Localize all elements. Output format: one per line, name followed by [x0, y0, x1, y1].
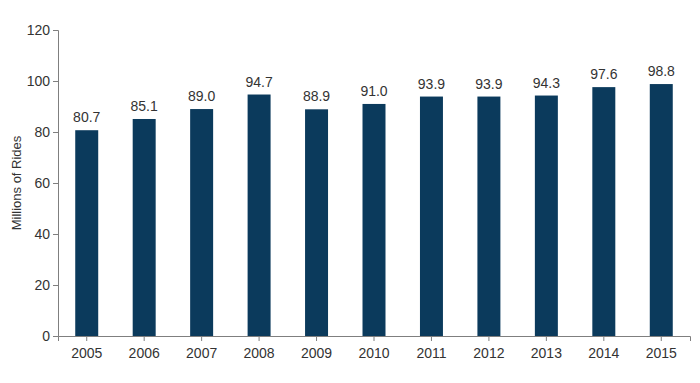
y-tick-label: 40 — [34, 226, 50, 242]
y-axis-line — [53, 31, 59, 337]
x-tick-label: 2011 — [416, 345, 446, 361]
x-tick-label: 2012 — [473, 345, 504, 361]
x-tick-label: 2005 — [71, 345, 102, 361]
y-tick-label: 120 — [27, 22, 51, 38]
data-label: 80.7 — [73, 109, 100, 125]
y-axis: 0 20 40 60 80 100 120 — [27, 22, 59, 344]
y-tick-mark — [53, 81, 58, 82]
x-tick: 2008 — [244, 336, 275, 361]
x-tick-mark — [488, 336, 489, 341]
x-tick-mark — [201, 336, 202, 341]
bars — [75, 84, 673, 336]
bar — [133, 119, 156, 336]
y-tick: 40 — [34, 226, 58, 242]
x-tick-mark — [144, 336, 145, 341]
y-tick: 120 — [27, 22, 58, 38]
x-tick-label: 2010 — [358, 345, 389, 361]
x-tick-mark — [661, 336, 662, 341]
x-tick-label: 2009 — [301, 345, 332, 361]
y-tick-label: 80 — [34, 124, 50, 140]
x-tick-label: 2013 — [531, 345, 562, 361]
data-label: 97.6 — [590, 66, 617, 82]
data-label: 89.0 — [188, 88, 215, 104]
data-label: 93.9 — [475, 76, 502, 92]
y-axis-title: Millions of Rides — [9, 135, 24, 230]
bar — [363, 104, 386, 336]
data-label: 98.8 — [648, 63, 675, 79]
bar — [305, 109, 328, 336]
x-tick: 2010 — [358, 336, 389, 361]
x-tick: 2009 — [301, 336, 332, 361]
x-tick: 2011 — [416, 336, 446, 361]
data-label: 94.7 — [245, 74, 272, 90]
bar — [420, 97, 443, 336]
x-tick-label: 2008 — [244, 345, 275, 361]
bar — [650, 84, 673, 336]
bar — [592, 87, 615, 336]
x-tick: 2012 — [473, 336, 504, 361]
x-axis-line — [59, 337, 691, 342]
y-tick-mark — [53, 234, 58, 235]
x-axis: 2005 2006 2007 2008 2009 2010 2011 2012 2013 2014… — [59, 336, 691, 361]
y-tick-label: 0 — [42, 328, 50, 344]
x-tick-mark — [546, 336, 547, 341]
x-tick-mark — [259, 336, 260, 341]
x-tick-label: 2014 — [588, 345, 619, 361]
bar — [535, 96, 558, 336]
x-tick-label: 2015 — [646, 345, 677, 361]
y-tick-mark — [53, 285, 58, 286]
y-tick-mark — [53, 30, 58, 31]
bar — [75, 130, 98, 336]
x-tick-label: 2007 — [186, 345, 217, 361]
bar — [190, 109, 213, 336]
x-tick: 2005 — [71, 336, 102, 361]
x-tick-label: 2006 — [129, 345, 160, 361]
x-tick: 2015 — [646, 336, 677, 361]
y-tick-mark — [53, 132, 58, 133]
x-tick: 2014 — [588, 336, 619, 361]
y-tick-label: 20 — [34, 277, 50, 293]
x-tick: 2013 — [531, 336, 562, 361]
x-tick-mark — [374, 336, 375, 341]
y-tick: 0 — [42, 328, 58, 344]
data-labels: 80.7 85.1 89.0 94.7 88.9 91.0 93.9 93.9 94.3 97.6… — [73, 63, 675, 125]
x-tick-mark — [603, 336, 604, 341]
data-label: 93.9 — [418, 76, 445, 92]
data-label: 91.0 — [360, 83, 387, 99]
x-tick-mark — [86, 336, 87, 341]
x-tick: 2006 — [129, 336, 160, 361]
y-tick-mark — [53, 336, 58, 337]
chart-svg: 0204060801001202005200620072008200920102… — [0, 0, 700, 383]
x-tick-mark — [431, 336, 432, 341]
data-label: 94.3 — [533, 75, 560, 91]
y-tick-mark — [53, 183, 58, 184]
bar — [477, 97, 500, 336]
chart-container: 0204060801001202005200620072008200920102… — [0, 0, 700, 383]
y-tick: 60 — [34, 175, 58, 191]
plot-area: 0204060801001202005200620072008200920102… — [27, 22, 691, 361]
x-tick: 2007 — [186, 336, 217, 361]
y-tick: 20 — [34, 277, 58, 293]
y-tick-label: 100 — [27, 73, 51, 89]
y-tick-label: 60 — [34, 175, 50, 191]
x-tick-mark — [316, 336, 317, 341]
data-label: 88.9 — [303, 88, 330, 104]
bar — [248, 95, 271, 336]
data-label: 85.1 — [131, 98, 158, 114]
y-tick: 80 — [34, 124, 58, 140]
y-tick: 100 — [27, 73, 58, 89]
